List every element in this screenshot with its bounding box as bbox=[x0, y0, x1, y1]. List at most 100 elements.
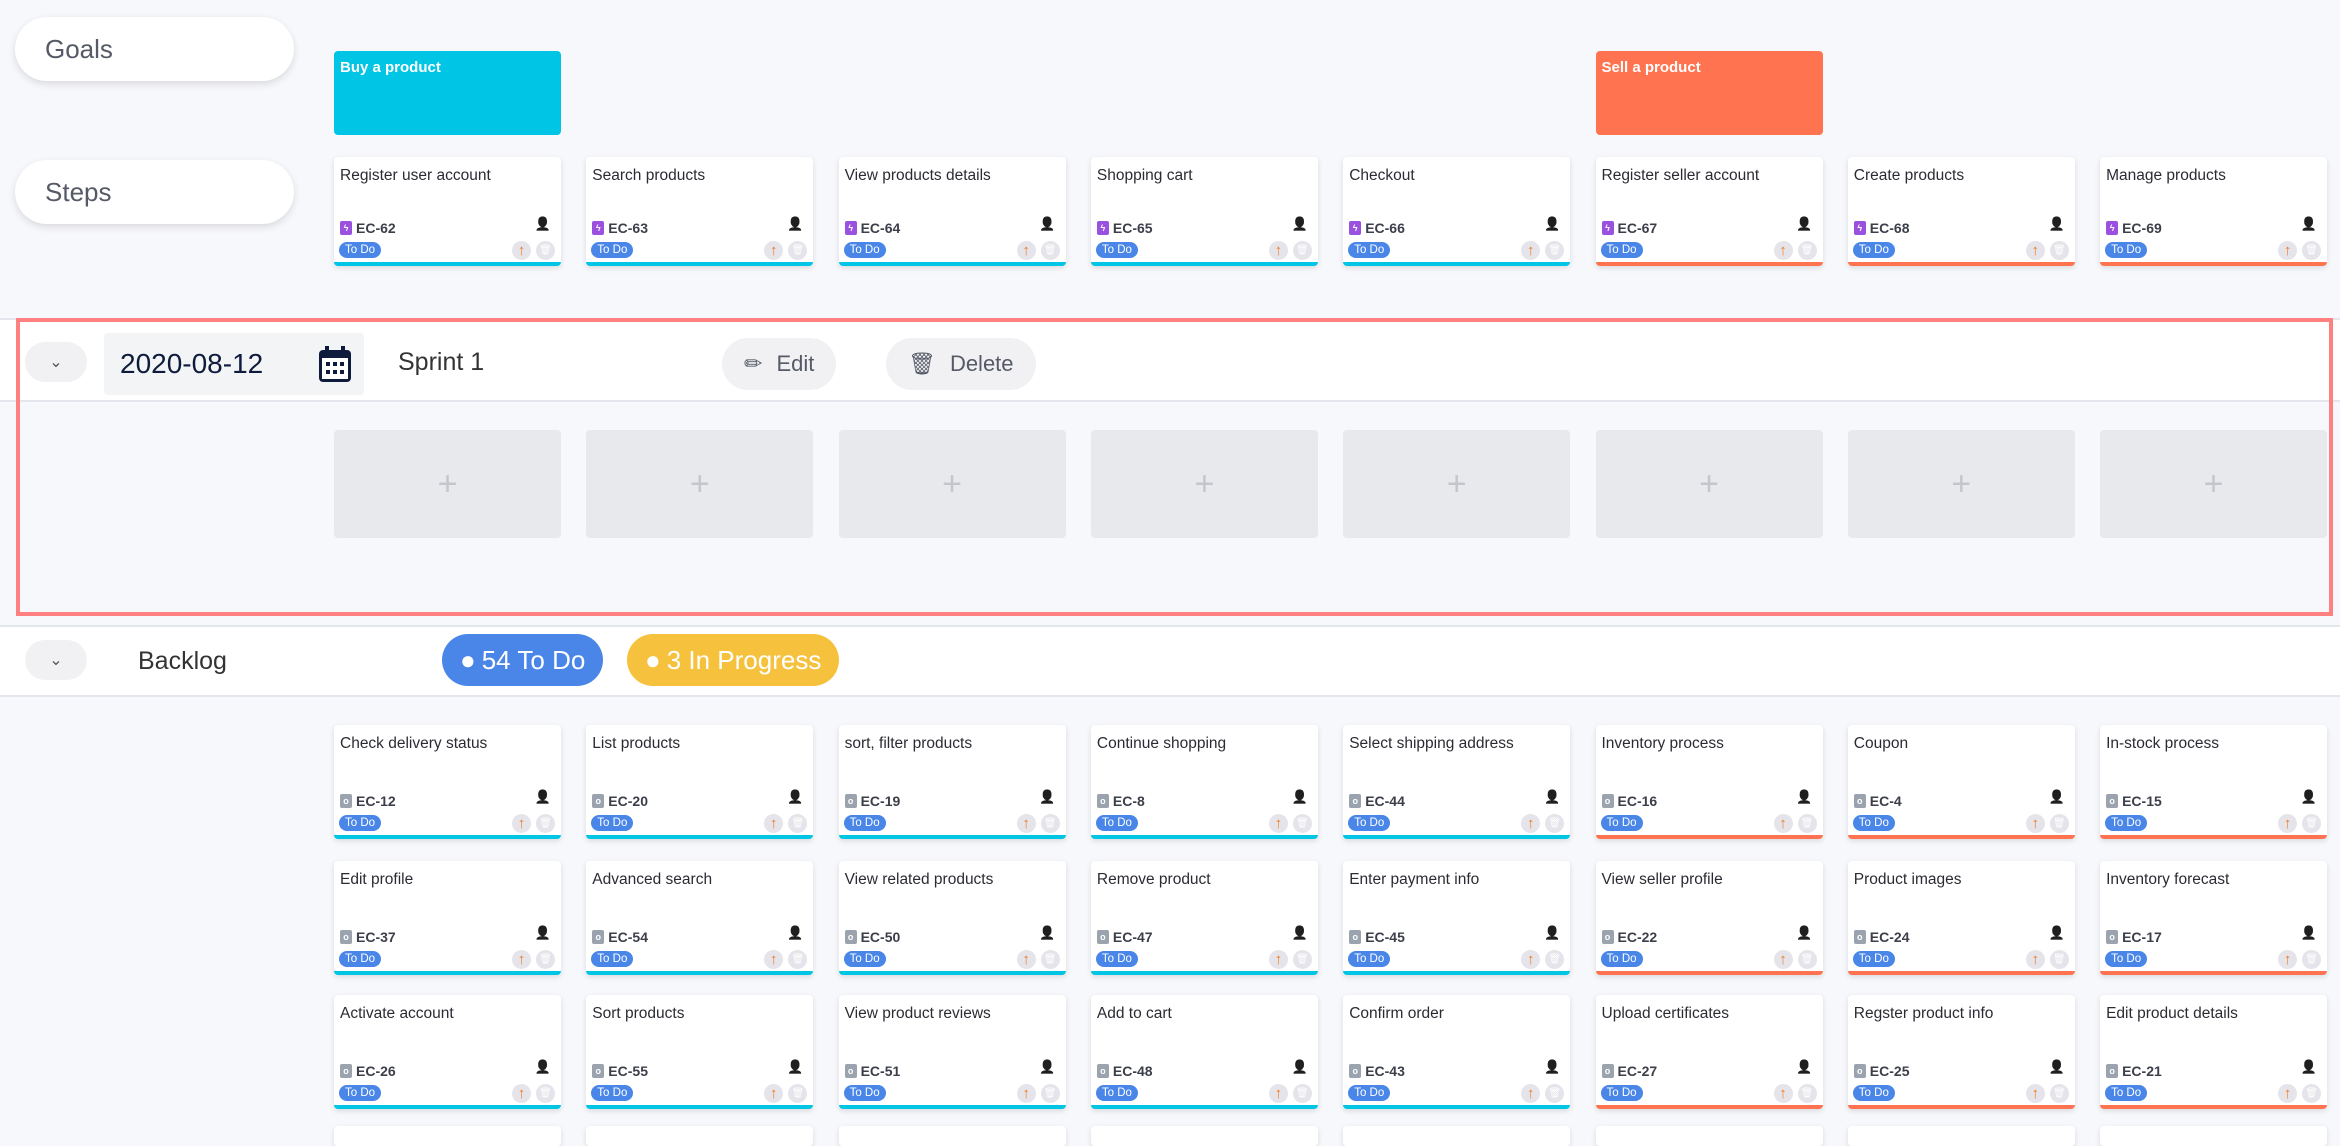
assignee-icon[interactable]: 👤 bbox=[787, 789, 804, 804]
status-badge[interactable]: To Do bbox=[2105, 1085, 2148, 1101]
story-card[interactable]: View product reviews o EC-51 👤 To Do ↑ 🗑 bbox=[838, 995, 1066, 1109]
priority-arrow-up-icon[interactable]: ↑ bbox=[764, 950, 784, 969]
delete-icon[interactable]: 🗑 bbox=[1292, 1084, 1312, 1103]
delete-icon[interactable]: 🗑 bbox=[536, 241, 555, 260]
assignee-icon[interactable]: 👤 bbox=[2048, 216, 2065, 231]
story-card[interactable] bbox=[1595, 1126, 1823, 1146]
story-card[interactable]: Edit profile o EC-37 👤 To Do ↑ 🗑 bbox=[334, 861, 561, 975]
delete-icon[interactable]: 🗑 bbox=[536, 1084, 555, 1103]
assignee-icon[interactable]: 👤 bbox=[1544, 1059, 1561, 1074]
card-id[interactable]: EC-21 bbox=[2122, 1063, 2162, 1079]
priority-arrow-up-icon[interactable]: ↑ bbox=[1521, 241, 1541, 260]
delete-sprint-button[interactable]: 🗑 Delete bbox=[886, 338, 1036, 390]
delete-icon[interactable]: 🗑 bbox=[1545, 1084, 1565, 1103]
card-id[interactable]: EC-27 bbox=[1617, 1063, 1658, 1079]
assignee-icon[interactable]: 👤 bbox=[1796, 789, 1813, 804]
status-badge[interactable]: To Do bbox=[2105, 951, 2148, 967]
priority-arrow-up-icon[interactable]: ↑ bbox=[2278, 241, 2298, 260]
status-badge[interactable]: To Do bbox=[843, 815, 886, 831]
card-id[interactable]: EC-22 bbox=[1617, 929, 1658, 945]
card-id[interactable]: EC-37 bbox=[356, 929, 396, 945]
priority-arrow-up-icon[interactable]: ↑ bbox=[764, 241, 784, 260]
card-id[interactable]: EC-55 bbox=[608, 1063, 648, 1079]
assignee-icon[interactable]: 👤 bbox=[1544, 216, 1561, 231]
assignee-icon[interactable]: 👤 bbox=[534, 789, 551, 804]
story-card[interactable]: View related products o EC-50 👤 To Do ↑ 🗑 bbox=[838, 861, 1066, 975]
card-id[interactable]: EC-67 bbox=[1617, 220, 1658, 236]
story-card[interactable]: Create products ϟ EC-68 👤 To Do ↑ 🗑 bbox=[1847, 157, 2075, 266]
delete-icon[interactable]: 🗑 bbox=[1797, 1084, 1817, 1103]
card-id[interactable]: EC-47 bbox=[1112, 929, 1153, 945]
story-card[interactable]: View seller profile o EC-22 👤 To Do ↑ 🗑 bbox=[1595, 861, 1823, 975]
story-card[interactable]: Inventory forecast o EC-17 👤 To Do ↑ 🗑 bbox=[2100, 861, 2328, 975]
goal-card[interactable]: Sell a product bbox=[1595, 51, 1823, 135]
priority-arrow-up-icon[interactable]: ↑ bbox=[1268, 241, 1288, 260]
card-id[interactable]: EC-24 bbox=[1869, 929, 1910, 945]
story-card[interactable]: Upload certificates o EC-27 👤 To Do ↑ 🗑 bbox=[1595, 995, 1823, 1109]
sprint-collapse-button[interactable]: ⌄ bbox=[25, 342, 87, 382]
card-id[interactable]: EC-16 bbox=[1617, 793, 1658, 809]
priority-arrow-up-icon[interactable]: ↑ bbox=[2278, 1084, 2298, 1103]
assignee-icon[interactable]: 👤 bbox=[1039, 789, 1056, 804]
status-badge[interactable]: To Do bbox=[591, 951, 634, 967]
status-badge[interactable]: To Do bbox=[1852, 815, 1895, 831]
in-progress-count-badge[interactable]: ● 3 In Progress bbox=[627, 634, 840, 686]
status-badge[interactable]: To Do bbox=[1600, 242, 1643, 258]
card-id[interactable]: EC-44 bbox=[1365, 793, 1405, 809]
card-id[interactable]: EC-66 bbox=[1365, 220, 1405, 236]
assignee-icon[interactable]: 👤 bbox=[2300, 925, 2318, 940]
delete-icon[interactable]: 🗑 bbox=[1292, 950, 1312, 969]
goal-card[interactable]: Buy a product bbox=[334, 51, 561, 135]
priority-arrow-up-icon[interactable]: ↑ bbox=[512, 1084, 531, 1103]
card-id[interactable]: EC-4 bbox=[1869, 793, 1902, 809]
priority-arrow-up-icon[interactable]: ↑ bbox=[1773, 950, 1793, 969]
story-card[interactable]: Add to cart o EC-48 👤 To Do ↑ 🗑 bbox=[1090, 995, 1318, 1109]
priority-arrow-up-icon[interactable]: ↑ bbox=[1773, 1084, 1793, 1103]
delete-icon[interactable]: 🗑 bbox=[1292, 241, 1312, 260]
priority-arrow-up-icon[interactable]: ↑ bbox=[2278, 950, 2298, 969]
story-card[interactable]: Enter payment info o EC-45 👤 To Do ↑ 🗑 bbox=[1343, 861, 1571, 975]
priority-arrow-up-icon[interactable]: ↑ bbox=[1521, 814, 1541, 833]
card-id[interactable]: EC-50 bbox=[860, 929, 901, 945]
status-badge[interactable]: To Do bbox=[1348, 815, 1391, 831]
status-badge[interactable]: To Do bbox=[843, 242, 886, 258]
card-id[interactable]: EC-20 bbox=[608, 793, 648, 809]
status-badge[interactable]: To Do bbox=[2105, 815, 2148, 831]
assignee-icon[interactable]: 👤 bbox=[1291, 1059, 1308, 1074]
card-id[interactable]: EC-69 bbox=[2122, 220, 2162, 236]
story-card[interactable]: sort, filter products o EC-19 👤 To Do ↑ 🗑 bbox=[838, 725, 1066, 839]
story-card[interactable] bbox=[1090, 1126, 1318, 1146]
delete-icon[interactable]: 🗑 bbox=[788, 814, 808, 833]
priority-arrow-up-icon[interactable]: ↑ bbox=[1521, 950, 1541, 969]
calendar-icon[interactable] bbox=[318, 345, 352, 383]
status-badge[interactable]: To Do bbox=[339, 242, 382, 258]
status-badge[interactable]: To Do bbox=[1348, 1085, 1391, 1101]
status-badge[interactable]: To Do bbox=[339, 951, 382, 967]
status-badge[interactable]: To Do bbox=[1095, 951, 1138, 967]
status-badge[interactable]: To Do bbox=[1095, 1085, 1138, 1101]
delete-icon[interactable]: 🗑 bbox=[2302, 1084, 2322, 1103]
story-card[interactable]: Search products ϟ EC-63 👤 To Do ↑ 🗑 bbox=[586, 157, 814, 266]
card-id[interactable]: EC-26 bbox=[356, 1063, 396, 1079]
assignee-icon[interactable]: 👤 bbox=[534, 216, 551, 231]
priority-arrow-up-icon[interactable]: ↑ bbox=[512, 814, 531, 833]
delete-icon[interactable]: 🗑 bbox=[2302, 814, 2322, 833]
priority-arrow-up-icon[interactable]: ↑ bbox=[1016, 950, 1036, 969]
story-card[interactable]: Coupon o EC-4 👤 To Do ↑ 🗑 bbox=[1847, 725, 2075, 839]
status-badge[interactable]: To Do bbox=[1095, 242, 1138, 258]
card-id[interactable]: EC-64 bbox=[860, 220, 901, 236]
status-badge[interactable]: To Do bbox=[1600, 951, 1643, 967]
priority-arrow-up-icon[interactable]: ↑ bbox=[512, 241, 531, 260]
story-card[interactable]: Checkout ϟ EC-66 👤 To Do ↑ 🗑 bbox=[1343, 157, 1571, 266]
priority-arrow-up-icon[interactable]: ↑ bbox=[764, 1084, 784, 1103]
card-id[interactable]: EC-54 bbox=[608, 929, 648, 945]
story-card[interactable]: Select shipping address o EC-44 👤 To Do ↑ 🗑 bbox=[1343, 725, 1571, 839]
assignee-icon[interactable]: 👤 bbox=[2300, 789, 2318, 804]
delete-icon[interactable]: 🗑 bbox=[1292, 814, 1312, 833]
delete-icon[interactable]: 🗑 bbox=[2049, 241, 2069, 260]
add-card-placeholder[interactable]: + bbox=[1595, 430, 1823, 538]
assignee-icon[interactable]: 👤 bbox=[1544, 789, 1561, 804]
edit-sprint-button[interactable]: ✏ Edit bbox=[722, 338, 837, 390]
story-card[interactable]: Inventory process o EC-16 👤 To Do ↑ 🗑 bbox=[1595, 725, 1823, 839]
story-card[interactable] bbox=[586, 1126, 814, 1146]
